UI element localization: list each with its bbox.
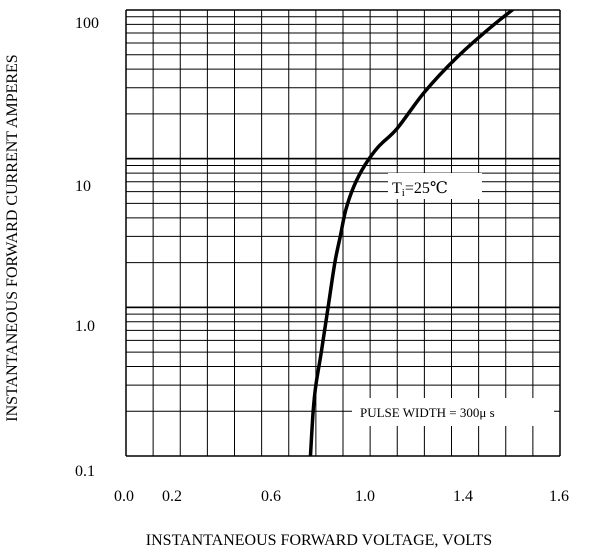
series-group: [308, 10, 516, 456]
x-tick-label: 1.4: [453, 488, 473, 505]
temp-subscript: i: [402, 187, 405, 199]
temperature-annotation: Ti=25℃: [388, 173, 482, 199]
grid-lines: [125, 9, 561, 457]
temp-symbol: T: [392, 180, 402, 197]
y-axis-title: INSTANTANEOUS FORWARD CURRENT AMPERES: [4, 54, 21, 421]
pulse-width-annotation: PULSE WIDTH = 300μ s: [352, 398, 554, 426]
x-tick-label: 0.2: [162, 488, 182, 505]
pulse-width-label: PULSE WIDTH = 300μ s: [360, 405, 495, 420]
x-axis-title: INSTANTANEOUS FORWARD VOLTAGE, VOLTS: [146, 532, 492, 549]
x-tick-label: 1.6: [549, 488, 569, 505]
forward-current-curve: [308, 10, 516, 456]
x-tick-label: 1.0: [355, 488, 375, 505]
svg-text:Ti=25℃: Ti=25℃: [392, 180, 448, 199]
y-tick-label: 10: [75, 178, 91, 195]
temp-value: =25℃: [405, 180, 448, 197]
y-tick-label: 100: [75, 15, 99, 32]
y-tick-label: 1.0: [75, 318, 95, 335]
x-tick-label: 0.0: [114, 488, 134, 505]
x-tick-label: 0.6: [261, 488, 281, 505]
y-tick-label: 0.1: [75, 463, 95, 480]
